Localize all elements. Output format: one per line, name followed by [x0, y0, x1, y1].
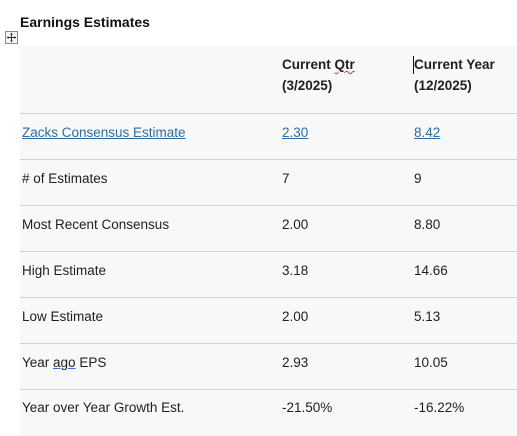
table-row-low-estimate: Low Estimate 2.00 5.13 [20, 298, 517, 344]
qtr-value: 3.18 [282, 263, 309, 278]
spellcheck-word[interactable]: Qtr [334, 57, 355, 72]
row-label: Year over Year Growth Est. [22, 400, 185, 415]
qtr-value: 2.00 [282, 309, 309, 324]
year-value: 14.66 [414, 263, 448, 278]
header-current-qtr: Current Qtr (3/2025) [282, 57, 355, 93]
year-value: 5.13 [414, 309, 441, 324]
table-move-handle-icon[interactable] [5, 31, 18, 44]
qtr-value: -21.50% [282, 400, 333, 415]
table-row-zacks-consensus: Zacks Consensus Estimate 2.30 8.42 [20, 114, 517, 160]
table-row-num-estimates: # of Estimates 7 9 [20, 160, 517, 206]
zacks-consensus-link[interactable]: Zacks Consensus Estimate [22, 125, 186, 140]
table-row-high-estimate: High Estimate 3.18 14.66 [20, 252, 517, 298]
row-label: Most Recent Consensus [22, 217, 170, 232]
row-label: Low Estimate [22, 309, 104, 324]
table-row-yoy-growth: Year over Year Growth Est. -21.50% -16.2… [20, 390, 517, 436]
text-cursor [413, 56, 414, 74]
qtr-value: 2.93 [282, 355, 309, 370]
table-header-row: Current Qtr (3/2025) Current Year (12/20… [20, 46, 517, 114]
page-title: Earnings Estimates [20, 14, 150, 30]
zacks-consensus-year-link[interactable]: 8.42 [414, 125, 441, 140]
row-label: Year ago EPS [22, 355, 107, 370]
grammar-flag-word[interactable]: ago [53, 355, 76, 370]
move-arrows-icon [6, 32, 17, 43]
row-label: High Estimate [22, 263, 107, 278]
qtr-value: 2.00 [282, 217, 309, 232]
year-value: -16.22% [414, 400, 465, 415]
row-label: # of Estimates [22, 171, 108, 186]
earnings-estimates-table: Current Qtr (3/2025) Current Year (12/20… [20, 46, 517, 436]
table-row-year-ago-eps: Year ago EPS 2.93 10.05 [20, 344, 517, 390]
header-current-year: Current Year (12/2025) [414, 57, 495, 93]
year-value: 8.80 [414, 217, 441, 232]
zacks-consensus-qtr-link[interactable]: 2.30 [282, 125, 309, 140]
year-value: 9 [414, 171, 422, 186]
year-value: 10.05 [414, 355, 448, 370]
qtr-value: 7 [282, 171, 290, 186]
table-row-most-recent-consensus: Most Recent Consensus 2.00 8.80 [20, 206, 517, 252]
